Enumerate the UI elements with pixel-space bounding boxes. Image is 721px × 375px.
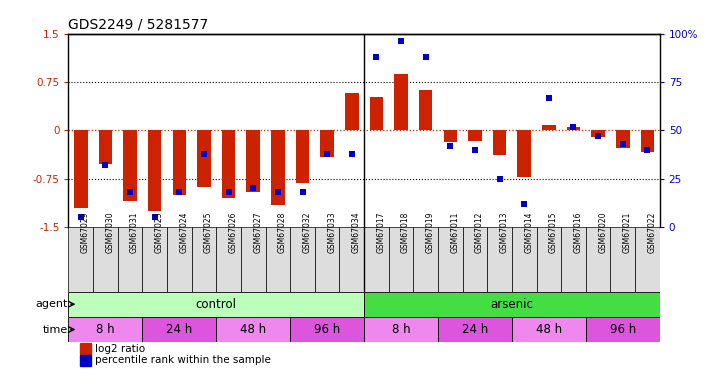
Bar [320,130,334,158]
Bar [290,227,315,291]
Text: control: control [196,298,236,311]
Text: GSM67013: GSM67013 [500,211,508,253]
Bar [616,130,629,148]
Bar [80,355,91,366]
Text: GSM67014: GSM67014 [524,211,534,253]
Bar [216,317,290,342]
Bar [370,97,383,130]
Bar [438,317,512,342]
Bar [68,317,143,342]
Bar [315,227,340,291]
Bar [142,317,216,342]
Bar [68,291,364,317]
Bar [68,227,93,291]
Bar [340,227,364,291]
Bar [611,227,635,291]
Text: GDS2249 / 5281577: GDS2249 / 5281577 [68,17,209,31]
Text: GSM67033: GSM67033 [327,211,336,253]
Bar [443,130,457,142]
Bar [123,130,137,201]
Bar [222,130,235,198]
Bar [364,227,389,291]
Bar [74,130,87,208]
Text: GSM67016: GSM67016 [573,211,583,253]
Bar [80,343,91,354]
Bar [216,227,241,291]
Text: GSM67024: GSM67024 [180,211,188,253]
Bar [635,227,660,291]
Text: GSM67027: GSM67027 [253,211,262,253]
Bar [345,93,358,130]
Text: GSM67026: GSM67026 [229,211,238,253]
Text: GSM67012: GSM67012 [475,211,484,253]
Text: GSM67029: GSM67029 [81,211,90,253]
Bar [389,227,413,291]
Text: 8 h: 8 h [96,323,115,336]
Bar [493,130,506,155]
Text: time: time [43,324,68,334]
Text: GSM67022: GSM67022 [647,211,656,253]
Text: 96 h: 96 h [314,323,340,336]
Text: arsenic: arsenic [490,298,534,311]
Text: GSM67030: GSM67030 [105,211,115,253]
Bar [518,130,531,177]
Bar [536,227,561,291]
Text: GSM67021: GSM67021 [623,211,632,253]
Text: agent: agent [35,299,68,309]
Bar [512,317,585,342]
Bar [512,227,536,291]
Text: 48 h: 48 h [536,323,562,336]
Bar [641,130,654,152]
Text: GSM67011: GSM67011 [451,211,459,253]
Text: percentile rank within the sample: percentile rank within the sample [95,356,271,365]
Bar [463,227,487,291]
Bar [265,227,290,291]
Bar [99,130,112,164]
Text: GSM67032: GSM67032 [303,211,311,253]
Bar [487,227,512,291]
Text: log2 ratio: log2 ratio [95,344,145,354]
Bar [241,227,265,291]
Bar [167,227,192,291]
Text: 8 h: 8 h [392,323,410,336]
Bar [585,227,611,291]
Text: GSM67017: GSM67017 [376,211,386,253]
Text: 24 h: 24 h [167,323,193,336]
Bar [364,317,438,342]
Text: GSM67019: GSM67019 [425,211,435,253]
Bar [198,130,211,187]
Bar [247,130,260,192]
Bar [438,227,463,291]
Bar [585,317,660,342]
Bar [567,126,580,130]
Text: GSM67023: GSM67023 [155,211,164,253]
Text: GSM67031: GSM67031 [130,211,139,253]
Bar [364,291,660,317]
Bar [296,130,309,183]
Bar [468,130,482,141]
Text: GSM67018: GSM67018 [401,211,410,253]
Bar [148,130,162,211]
Bar [192,227,216,291]
Text: 48 h: 48 h [240,323,266,336]
Text: 96 h: 96 h [610,323,636,336]
Bar [271,130,285,204]
Text: GSM67025: GSM67025 [204,211,213,253]
Text: GSM67034: GSM67034 [352,211,360,253]
Text: GSM67028: GSM67028 [278,211,287,253]
Bar [172,130,186,195]
Bar [591,130,605,137]
Bar [413,227,438,291]
Text: GSM67015: GSM67015 [549,211,558,253]
Bar [290,317,364,342]
Bar [142,227,167,291]
Bar [419,90,433,130]
Bar [118,227,143,291]
Text: 24 h: 24 h [462,323,488,336]
Bar [542,125,556,130]
Bar [394,74,408,130]
Bar [93,227,118,291]
Bar [561,227,585,291]
Text: GSM67020: GSM67020 [598,211,607,253]
